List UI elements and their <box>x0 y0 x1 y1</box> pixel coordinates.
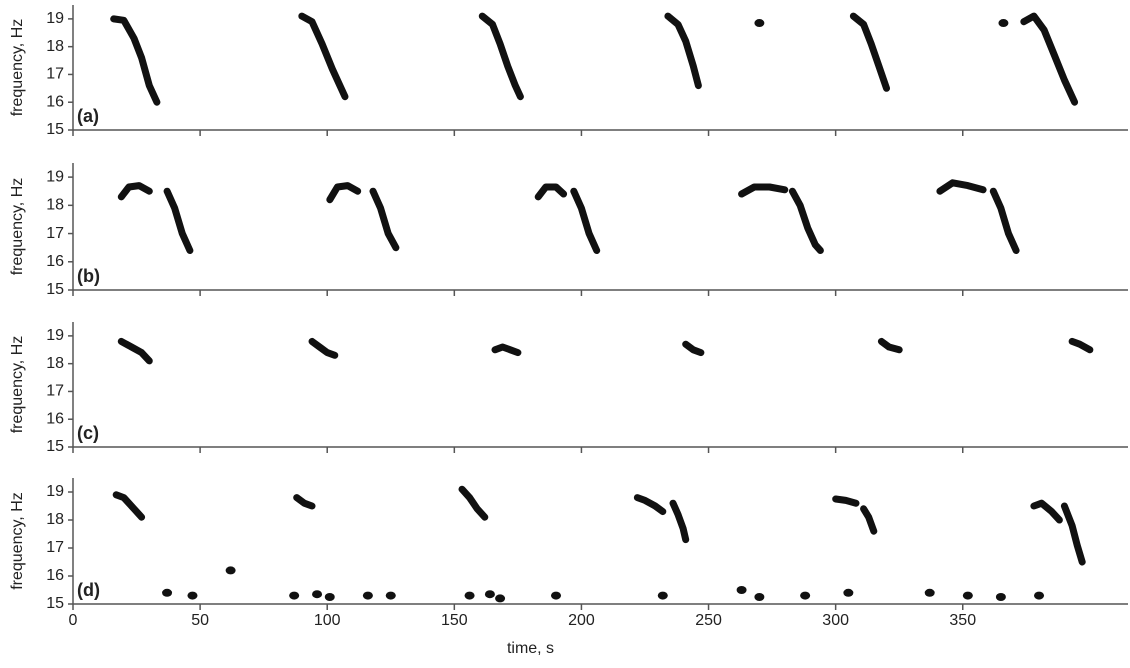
call-blob <box>225 566 236 575</box>
call-track <box>491 343 522 357</box>
call-blob <box>551 591 562 600</box>
call-blob <box>495 594 506 603</box>
call-track <box>936 179 987 195</box>
call-track <box>1068 337 1094 354</box>
call-blob <box>187 591 198 600</box>
call-blob <box>962 591 973 600</box>
call-track <box>112 491 146 521</box>
call-track <box>534 183 568 201</box>
call-blob <box>657 591 668 600</box>
call-track <box>849 12 890 92</box>
call-blob <box>998 19 1009 28</box>
y-tick-label: 16 <box>46 567 64 584</box>
y-axis-label: frequency, Hz <box>9 178 26 276</box>
call-track <box>117 337 153 365</box>
call-blob <box>324 593 335 601</box>
y-tick-label: 15 <box>46 281 64 298</box>
call-track <box>458 485 489 521</box>
call-track <box>1020 12 1079 106</box>
x-tick-label: 200 <box>568 612 595 629</box>
call-track <box>989 187 1020 254</box>
call-track <box>1060 502 1086 566</box>
y-tick-label: 16 <box>46 93 64 110</box>
call-track <box>298 12 349 101</box>
call-blob <box>754 19 765 28</box>
y-tick-label: 18 <box>46 355 64 372</box>
y-tick-label: 17 <box>46 539 64 556</box>
call-blob <box>924 588 935 597</box>
panel-label: (b) <box>77 266 100 286</box>
y-tick-label: 15 <box>46 595 64 612</box>
call-track <box>1030 499 1063 524</box>
y-tick-label: 17 <box>46 225 64 242</box>
y-tick-label: 17 <box>46 66 64 83</box>
y-axis-label: frequency, Hz <box>9 19 26 117</box>
call-blob <box>289 591 300 600</box>
call-track <box>326 182 362 204</box>
y-axis-label: frequency, Hz <box>9 336 26 434</box>
call-blob <box>1034 591 1045 600</box>
call-track <box>308 337 339 359</box>
call-track <box>664 12 702 90</box>
call-blob <box>754 593 765 601</box>
y-tick-label: 19 <box>46 10 64 27</box>
call-blob <box>484 590 495 599</box>
call-blob <box>800 591 811 600</box>
call-blob <box>995 593 1006 601</box>
y-tick-label: 18 <box>46 38 64 55</box>
x-tick-label: 250 <box>695 612 722 629</box>
call-blob <box>736 586 747 594</box>
call-track <box>738 183 789 198</box>
call-blob <box>843 588 854 597</box>
call-blob <box>312 590 323 599</box>
y-tick-label: 15 <box>46 438 64 455</box>
call-track <box>110 15 161 106</box>
x-tick-label: 300 <box>822 612 849 629</box>
call-blob <box>385 591 396 600</box>
panel-label: (a) <box>77 106 99 126</box>
call-blob <box>464 591 475 600</box>
x-axis-label: time, s <box>507 640 554 657</box>
call-track <box>478 12 524 101</box>
call-track <box>877 337 903 354</box>
call-blob <box>362 591 373 600</box>
y-tick-label: 17 <box>46 383 64 400</box>
call-track <box>669 499 690 544</box>
call-track <box>369 187 400 252</box>
x-tick-label: 50 <box>191 612 209 629</box>
x-tick-label: 100 <box>314 612 341 629</box>
call-track <box>633 494 667 516</box>
y-tick-label: 15 <box>46 121 64 138</box>
call-track <box>117 182 153 201</box>
y-tick-label: 19 <box>46 327 64 344</box>
y-tick-label: 18 <box>46 511 64 528</box>
call-track <box>788 187 824 254</box>
x-tick-label: 0 <box>69 612 78 629</box>
y-tick-label: 19 <box>46 168 64 185</box>
x-tick-label: 150 <box>441 612 468 629</box>
y-axis-label: frequency, Hz <box>9 492 26 590</box>
y-tick-label: 16 <box>46 410 64 427</box>
x-tick-label: 350 <box>949 612 976 629</box>
call-track <box>860 505 878 535</box>
call-track <box>570 187 601 254</box>
call-blob <box>162 588 173 597</box>
panel-label: (d) <box>77 580 100 600</box>
y-tick-label: 16 <box>46 253 64 270</box>
y-tick-label: 19 <box>46 483 64 500</box>
panel-label: (c) <box>77 423 99 443</box>
call-track <box>832 495 860 507</box>
call-track <box>293 494 316 510</box>
y-tick-label: 18 <box>46 197 64 214</box>
call-track <box>682 340 705 357</box>
call-track <box>163 187 194 254</box>
